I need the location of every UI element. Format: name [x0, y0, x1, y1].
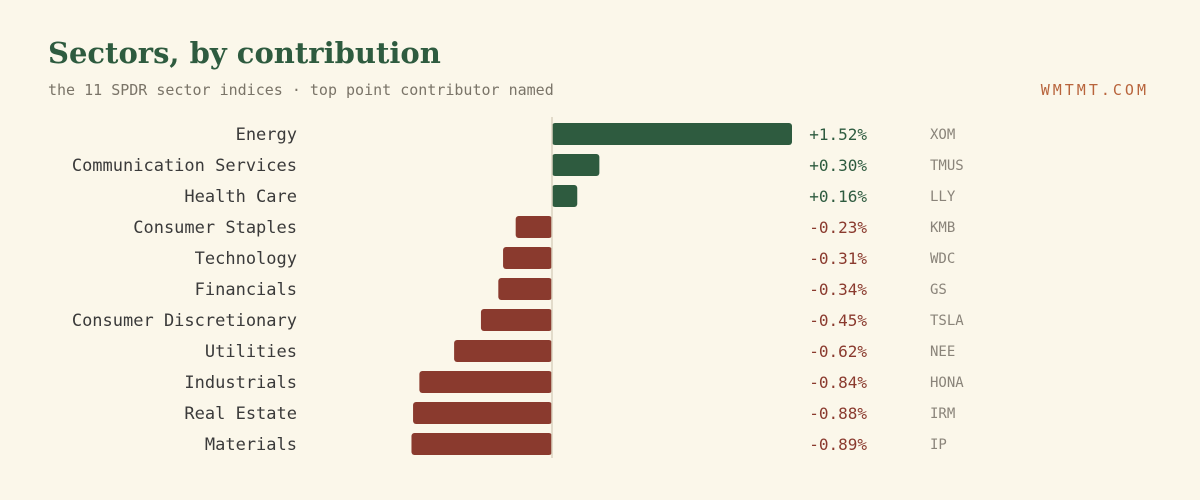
- bar-communication-services: [552, 154, 600, 176]
- bar-industrials: [419, 371, 552, 393]
- value-label: -0.34%: [809, 280, 867, 299]
- top-contributor-ticker: XOM: [930, 127, 955, 143]
- category-label: Technology: [195, 249, 297, 269]
- category-label: Consumer Staples: [133, 218, 297, 238]
- chart-subtitle: the 11 SPDR sector indices · top point c…: [48, 81, 554, 99]
- value-label: -0.84%: [809, 373, 867, 392]
- category-label: Communication Services: [72, 156, 297, 176]
- category-label: Energy: [236, 125, 297, 145]
- category-label: Financials: [195, 280, 297, 300]
- bar-technology: [503, 247, 552, 269]
- top-contributor-ticker: TSLA: [930, 313, 964, 329]
- top-contributor-ticker: IP: [930, 437, 947, 453]
- category-label: Real Estate: [184, 404, 297, 424]
- value-label: +0.30%: [809, 156, 867, 175]
- top-contributor-ticker: TMUS: [930, 158, 964, 174]
- bar-consumer-discretionary: [480, 309, 552, 331]
- value-label: +0.16%: [809, 187, 867, 206]
- value-label: -0.31%: [809, 249, 867, 268]
- value-label: -0.45%: [809, 311, 867, 330]
- value-label: -0.62%: [809, 342, 867, 361]
- bar-materials: [411, 433, 552, 455]
- bar-energy: [552, 123, 792, 145]
- top-contributor-ticker: NEE: [930, 344, 955, 360]
- bar-financials: [498, 278, 552, 300]
- category-label: Utilities: [205, 342, 297, 362]
- bar-health-care: [552, 185, 578, 207]
- category-label: Materials: [205, 435, 297, 455]
- value-label: -0.89%: [809, 435, 867, 454]
- top-contributor-ticker: KMB: [930, 220, 955, 236]
- top-contributor-ticker: IRM: [930, 406, 955, 422]
- category-label: Health Care: [184, 187, 297, 207]
- category-label: Industrials: [184, 373, 297, 393]
- top-contributor-ticker: WDC: [930, 251, 955, 267]
- value-label: -0.88%: [809, 404, 867, 423]
- top-contributor-ticker: GS: [930, 282, 947, 298]
- bar-utilities: [454, 340, 552, 362]
- top-contributor-ticker: LLY: [930, 189, 956, 205]
- category-label: Consumer Discretionary: [72, 311, 297, 331]
- top-contributor-ticker: HONA: [930, 375, 964, 391]
- bar-consumer-staples: [515, 216, 552, 238]
- value-label: +1.52%: [809, 125, 867, 144]
- bar-real-estate: [413, 402, 552, 424]
- chart-title: Sectors, by contribution: [48, 36, 441, 70]
- value-label: -0.23%: [809, 218, 867, 237]
- site-brand: WMTMT.COM: [1040, 81, 1149, 99]
